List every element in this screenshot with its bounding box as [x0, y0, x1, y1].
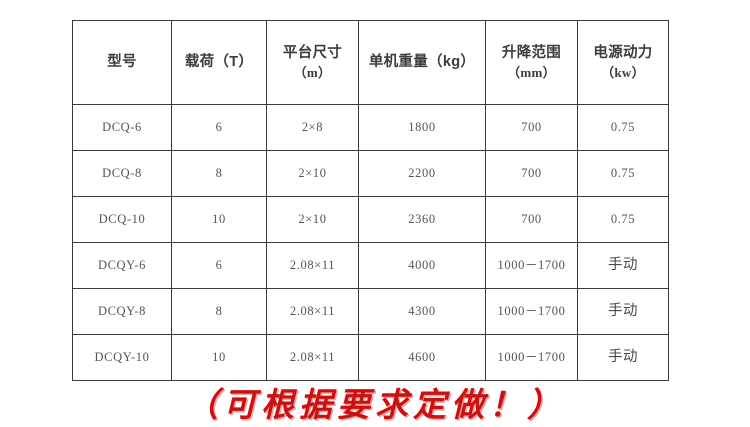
cell-model: DCQY-8 — [72, 288, 172, 335]
cell-lift-range: 1000－1700 — [485, 288, 578, 335]
cell-model: DCQY-10 — [72, 334, 172, 381]
cell-model: DCQY-6 — [72, 242, 172, 289]
cell-platform-size: 2.08×11 — [266, 242, 359, 289]
table-body: DCQ-6 6 2×8 1800 700 0.75 DCQ-8 8 2×10 2… — [72, 104, 669, 381]
column-header-power-unit: （kw） — [601, 64, 645, 80]
cell-load: 8 — [171, 150, 267, 197]
cell-model: DCQ-6 — [72, 104, 172, 151]
table-row: DCQY-8 8 2.08×11 4300 1000－1700 手动 — [72, 288, 669, 335]
column-header-power-title: 电源动力 — [593, 44, 653, 61]
cell-load: 10 — [171, 334, 267, 381]
cell-weight: 2200 — [358, 150, 486, 197]
table-row: DCQ-8 8 2×10 2200 700 0.75 — [72, 150, 669, 197]
cell-lift-range: 1000－1700 — [485, 242, 578, 289]
column-header-model: 型号 — [72, 20, 172, 105]
cell-platform-size: 2.08×11 — [266, 334, 359, 381]
cell-lift-range: 700 — [485, 150, 578, 197]
column-header-weight: 单机重量（kg） — [358, 20, 486, 105]
column-header-power: 电源动力 （kw） — [577, 20, 669, 105]
cell-platform-size: 2×10 — [266, 150, 359, 197]
cell-power: 手动 — [577, 288, 669, 335]
column-header-load-title: 载荷（T） — [184, 53, 254, 70]
cell-model: DCQ-8 — [72, 150, 172, 197]
cell-weight: 4300 — [358, 288, 486, 335]
customization-note: （可根据要求定做！） — [185, 385, 565, 424]
cell-load: 6 — [171, 104, 267, 151]
cell-load: 10 — [171, 196, 267, 243]
table-header: 型号 载荷（T） 平台尺寸 （m） 单机重量（kg） 升降范围 （mm） — [72, 20, 669, 105]
column-header-platform-size: 平台尺寸 （m） — [266, 20, 359, 105]
spec-table-container: 型号 载荷（T） 平台尺寸 （m） 单机重量（kg） 升降范围 （mm） — [72, 20, 669, 381]
cell-power: 0.75 — [577, 104, 669, 151]
cell-power: 手动 — [577, 334, 669, 381]
cell-lift-range: 700 — [485, 104, 578, 151]
cell-weight: 2360 — [358, 196, 486, 243]
column-header-lift-range-unit: （mm） — [507, 64, 556, 80]
cell-power: 0.75 — [577, 196, 669, 243]
column-header-load: 载荷（T） — [171, 20, 267, 105]
cell-platform-size: 2.08×11 — [266, 288, 359, 335]
cell-weight: 1800 — [358, 104, 486, 151]
cell-lift-range: 1000－1700 — [485, 334, 578, 381]
cell-load: 8 — [171, 288, 267, 335]
cell-power: 0.75 — [577, 150, 669, 197]
cell-weight: 4000 — [358, 242, 486, 289]
table-row: DCQY-6 6 2.08×11 4000 1000－1700 手动 — [72, 242, 669, 289]
column-header-model-title: 型号 — [107, 53, 137, 70]
column-header-platform-size-unit: （m） — [293, 64, 332, 80]
specification-table: 型号 载荷（T） 平台尺寸 （m） 单机重量（kg） 升降范围 （mm） — [72, 20, 669, 381]
column-header-weight-title: 单机重量（kg） — [368, 53, 476, 70]
column-header-lift-range-title: 升降范围 — [501, 44, 562, 61]
cell-weight: 4600 — [358, 334, 486, 381]
table-row: DCQ-6 6 2×8 1800 700 0.75 — [72, 104, 669, 151]
cell-model: DCQ-10 — [72, 196, 172, 243]
cell-platform-size: 2×8 — [266, 104, 359, 151]
column-header-platform-size-title: 平台尺寸 — [282, 44, 343, 61]
cell-power: 手动 — [577, 242, 669, 289]
table-header-row: 型号 载荷（T） 平台尺寸 （m） 单机重量（kg） 升降范围 （mm） — [72, 20, 669, 105]
column-header-lift-range: 升降范围 （mm） — [485, 20, 578, 105]
table-row: DCQY-10 10 2.08×11 4600 1000－1700 手动 — [72, 334, 669, 381]
cell-load: 6 — [171, 242, 267, 289]
cell-platform-size: 2×10 — [266, 196, 359, 243]
cell-lift-range: 700 — [485, 196, 578, 243]
table-row: DCQ-10 10 2×10 2360 700 0.75 — [72, 196, 669, 243]
